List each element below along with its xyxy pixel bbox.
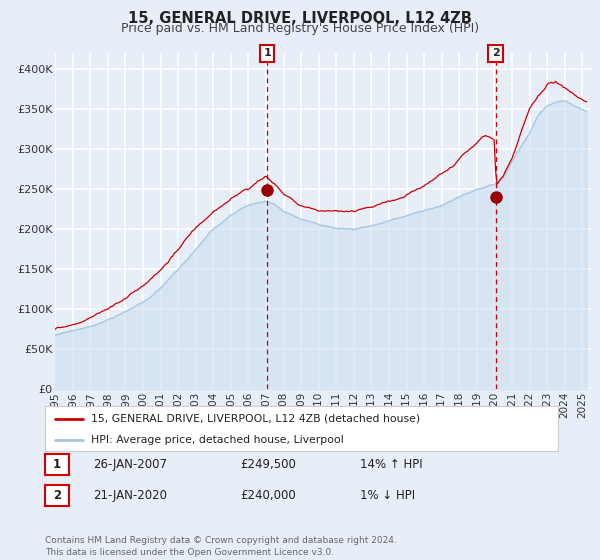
Text: HPI: Average price, detached house, Liverpool: HPI: Average price, detached house, Live… bbox=[91, 435, 344, 445]
Text: 2: 2 bbox=[53, 489, 61, 502]
Text: 26-JAN-2007: 26-JAN-2007 bbox=[93, 458, 167, 472]
Text: 2: 2 bbox=[492, 48, 499, 58]
Text: £249,500: £249,500 bbox=[240, 458, 296, 472]
Text: 15, GENERAL DRIVE, LIVERPOOL, L12 4ZB: 15, GENERAL DRIVE, LIVERPOOL, L12 4ZB bbox=[128, 11, 472, 26]
Text: 1: 1 bbox=[263, 48, 271, 58]
Text: 14% ↑ HPI: 14% ↑ HPI bbox=[360, 458, 422, 472]
Text: 21-JAN-2020: 21-JAN-2020 bbox=[93, 489, 167, 502]
Text: Contains HM Land Registry data © Crown copyright and database right 2024.
This d: Contains HM Land Registry data © Crown c… bbox=[45, 536, 397, 557]
Text: 15, GENERAL DRIVE, LIVERPOOL, L12 4ZB (detached house): 15, GENERAL DRIVE, LIVERPOOL, L12 4ZB (d… bbox=[91, 413, 420, 423]
Text: 1: 1 bbox=[53, 458, 61, 472]
Text: Price paid vs. HM Land Registry's House Price Index (HPI): Price paid vs. HM Land Registry's House … bbox=[121, 22, 479, 35]
Text: 1% ↓ HPI: 1% ↓ HPI bbox=[360, 489, 415, 502]
Text: £240,000: £240,000 bbox=[240, 489, 296, 502]
